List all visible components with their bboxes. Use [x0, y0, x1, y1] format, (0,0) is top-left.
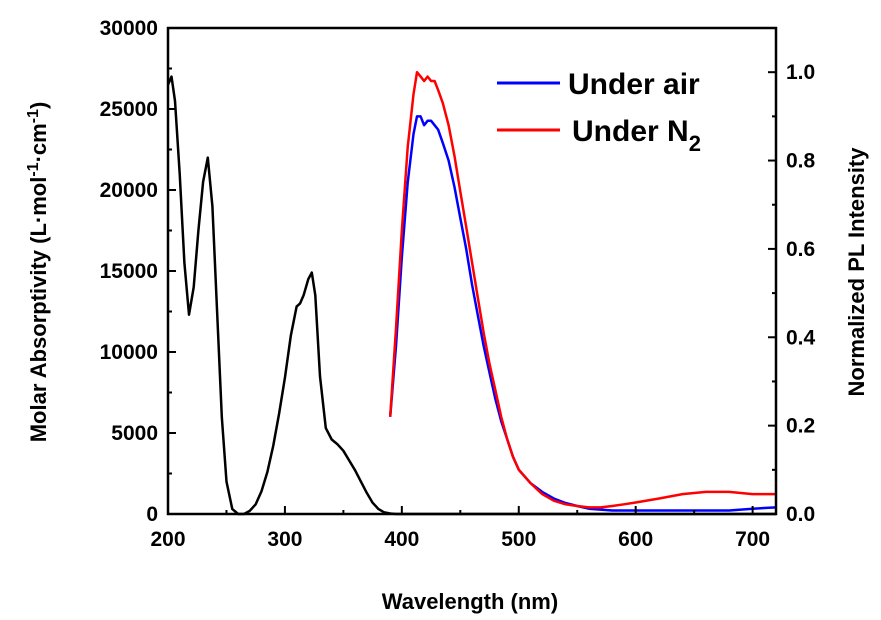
- y-left-tick-label: 25000: [100, 98, 158, 121]
- y-left-label-sup1: -1: [25, 162, 42, 176]
- y-left-tick-label: 30000: [100, 17, 158, 40]
- axis-ticks: 200 300 400 500 600 700 0 5000 10000 15000 20000 25…: [100, 17, 816, 551]
- x-tick-label: 300: [267, 528, 302, 551]
- x-tick-label: 200: [150, 528, 185, 551]
- legend: Under air Under N2: [497, 68, 701, 156]
- series-line-under-n2: [388, 70, 776, 509]
- y-left-label-mid: ·cm: [26, 123, 51, 162]
- y-left-tick-label: 15000: [100, 260, 158, 283]
- legend-label-under-n2-main: Under N: [572, 115, 689, 148]
- x-tick-label: 400: [384, 528, 419, 551]
- y-right-tick-label: 0.4: [786, 326, 816, 349]
- y-left-label-sup2: -1: [25, 109, 42, 123]
- y-left-label-base: Molar Absorptivity (L·mol: [26, 177, 51, 443]
- x-tick-label: 500: [501, 528, 536, 551]
- y-right-tick-label: 1.0: [786, 61, 815, 84]
- y-left-label-end: ): [26, 102, 51, 109]
- x-tick-label: 700: [735, 528, 770, 551]
- x-axis-label: Wavelength (nm): [382, 589, 558, 614]
- legend-label-under-n2: Under N2: [572, 115, 701, 156]
- legend-label-under-n2-sub: 2: [689, 131, 701, 156]
- y-right-tick-label: 0.2: [786, 415, 815, 438]
- y-left-tick-label: 5000: [111, 422, 158, 445]
- y-left-tick-label: 20000: [100, 179, 158, 202]
- y-right-tick-label: 0.6: [786, 238, 815, 261]
- y-axis-left-label: Molar Absorptivity (L·mol-1·cm-1): [25, 102, 51, 443]
- y-left-tick-label: 10000: [100, 341, 158, 364]
- legend-label-under-air: Under air: [568, 68, 700, 101]
- y-left-tick-label: 0: [146, 503, 158, 526]
- y-axis-right-label: Normalized PL Intensity: [844, 147, 869, 397]
- y-right-tick-label: 0.8: [786, 150, 816, 173]
- y-right-tick-label: 0.0: [786, 503, 815, 526]
- x-tick-label: 600: [618, 528, 653, 551]
- series-line-under-air: [388, 115, 777, 512]
